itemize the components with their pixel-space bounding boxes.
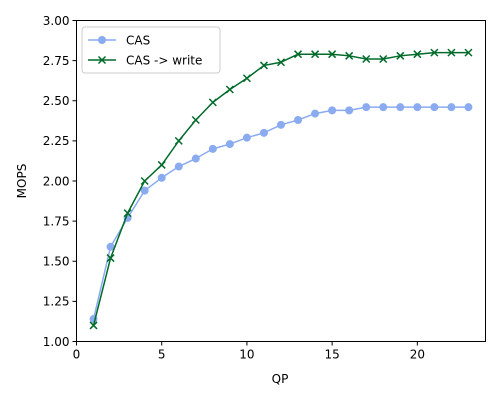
data-point-cas bbox=[259, 128, 268, 137]
data-point-cas bbox=[242, 133, 251, 142]
data-point-cas-write bbox=[379, 54, 388, 64]
series-line-cas bbox=[92, 106, 469, 320]
data-point-cas bbox=[106, 242, 115, 251]
data-point-cas-write bbox=[106, 254, 115, 263]
data-point-cas-write bbox=[447, 48, 456, 57]
legend-box bbox=[81, 26, 221, 74]
data-point-cas-write bbox=[157, 160, 166, 169]
data-point-cas bbox=[157, 173, 166, 182]
data-point-cas-write bbox=[311, 50, 320, 59]
data-point-cas bbox=[328, 106, 337, 115]
data-point-cas bbox=[277, 120, 285, 129]
legend-label-cas-write: CAS -> write bbox=[126, 54, 202, 68]
data-point-cas-write bbox=[140, 176, 149, 186]
data-point-cas-write bbox=[294, 50, 303, 59]
data-point-cas-write bbox=[259, 61, 268, 70]
data-point-cas-write bbox=[225, 85, 234, 94]
y-tick-label: 2.25 bbox=[43, 134, 70, 148]
data-point-cas bbox=[294, 116, 303, 125]
data-point-cas bbox=[396, 103, 405, 112]
x-tick-label: 10 bbox=[239, 348, 254, 362]
data-point-cas bbox=[345, 106, 354, 115]
x-tick-label: 0 bbox=[73, 348, 81, 362]
data-point-cas bbox=[430, 103, 439, 112]
data-point-cas-write bbox=[328, 50, 337, 59]
data-point-cas-write bbox=[430, 48, 439, 57]
data-point-cas bbox=[447, 103, 456, 112]
data-point-cas bbox=[140, 186, 149, 195]
data-point-cas bbox=[191, 154, 200, 163]
data-point-cas-write bbox=[362, 54, 371, 64]
y-axis-label: MOPS bbox=[15, 164, 29, 199]
data-point-cas-write bbox=[242, 74, 251, 83]
data-point-cas-write bbox=[208, 98, 217, 107]
data-point-cas-write bbox=[89, 321, 98, 330]
y-tick-label: 1.75 bbox=[43, 214, 70, 228]
legend-label-cas: CAS bbox=[126, 34, 150, 48]
data-point-cas bbox=[174, 162, 183, 171]
data-point-cas-write bbox=[123, 209, 132, 218]
data-point-cas-write bbox=[464, 48, 473, 57]
data-point-cas bbox=[413, 103, 422, 112]
data-point-cas-write bbox=[396, 51, 405, 60]
legend-marker-cas bbox=[98, 36, 106, 44]
y-tick-label: 3.00 bbox=[43, 14, 70, 28]
x-tick-label: 5 bbox=[158, 348, 166, 362]
y-tick-label: 1.25 bbox=[43, 295, 70, 309]
y-tick-label: 1.00 bbox=[43, 335, 70, 349]
data-point-cas-write bbox=[276, 58, 286, 67]
data-point-cas bbox=[311, 109, 320, 118]
y-tick-label: 1.50 bbox=[43, 255, 70, 269]
y-tick-label: 2.00 bbox=[43, 174, 70, 188]
data-point-cas bbox=[464, 103, 473, 112]
y-tick-label: 2.50 bbox=[43, 94, 70, 108]
legend: CAS CAS -> write bbox=[81, 26, 221, 74]
data-point-cas-write bbox=[174, 136, 183, 145]
data-point-cas bbox=[225, 140, 234, 149]
x-tick-label: 20 bbox=[410, 348, 425, 362]
data-point-cas bbox=[362, 103, 371, 112]
series-line-cas-write bbox=[92, 51, 469, 326]
data-point-cas bbox=[379, 103, 388, 112]
y-tick-label: 2.75 bbox=[43, 54, 70, 68]
x-tick-label: 15 bbox=[324, 348, 339, 362]
legend-marker-cas-write bbox=[97, 55, 107, 65]
data-point-cas-write bbox=[191, 115, 200, 125]
data-point-cas-write bbox=[413, 50, 422, 59]
data-point-cas bbox=[208, 144, 217, 153]
x-axis-label: QP bbox=[272, 372, 289, 386]
data-point-cas-write bbox=[345, 51, 354, 60]
